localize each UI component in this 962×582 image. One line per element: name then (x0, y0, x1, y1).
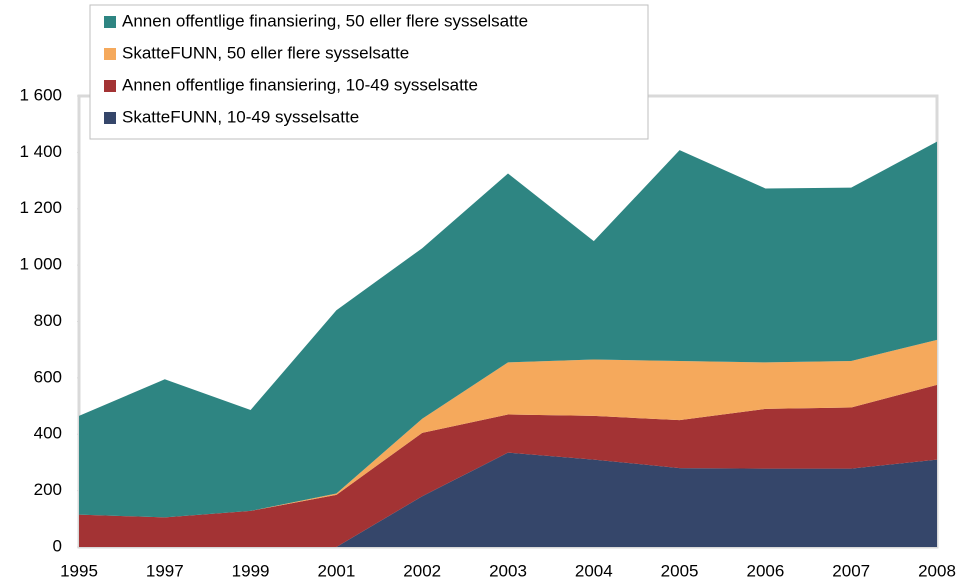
area (79, 339, 937, 518)
x-tick-label: 2004 (575, 561, 613, 580)
axes: 0 200 400 600 800 1 000 1 200 1 400 1 600 1995 199… (19, 85, 955, 580)
legend-swatch (104, 16, 116, 28)
y-tick-label: 1 600 (19, 85, 62, 104)
x-tick-label: 2006 (746, 561, 784, 580)
legend-label: SkatteFUNN, 10-49 sysselsatte (122, 107, 359, 126)
y-tick-label: 1 400 (19, 142, 62, 161)
x-tick-label: 2001 (317, 561, 355, 580)
legend-box (89, 4, 649, 140)
legend-swatch (104, 80, 116, 92)
y-tick-label: 400 (34, 424, 62, 443)
area (79, 452, 937, 547)
x-tick-label: 2005 (661, 561, 699, 580)
legend-label: SkatteFUNN, 50 eller flere sysselsatte (122, 43, 409, 62)
legend: Annen offentlige finansiering, 50 eller … (89, 4, 649, 140)
y-tick-label: 1 200 (19, 198, 62, 217)
x-tick-label: 1997 (146, 561, 184, 580)
x-tick-label: 1995 (60, 561, 98, 580)
x-tick-label: 2008 (918, 561, 956, 580)
legend-swatch (104, 48, 116, 60)
x-tick-label: 2002 (403, 561, 441, 580)
x-tick-label: 1999 (232, 561, 270, 580)
legend-label: Annen offentlige finansiering, 10-49 sys… (122, 75, 478, 94)
legend-swatch (104, 112, 116, 124)
y-tick-label: 0 (53, 536, 62, 555)
x-tick-label: 2007 (832, 561, 870, 580)
x-tick-label: 2003 (489, 561, 527, 580)
area (79, 141, 937, 518)
y-tick-label: 1 000 (19, 255, 62, 274)
areas (79, 141, 937, 547)
y-tick-label: 200 (34, 480, 62, 499)
y-tick-label: 800 (34, 311, 62, 330)
y-tick-label: 600 (34, 367, 62, 386)
legend-label: Annen offentlige finansiering, 50 eller … (122, 11, 528, 30)
area (79, 384, 937, 547)
